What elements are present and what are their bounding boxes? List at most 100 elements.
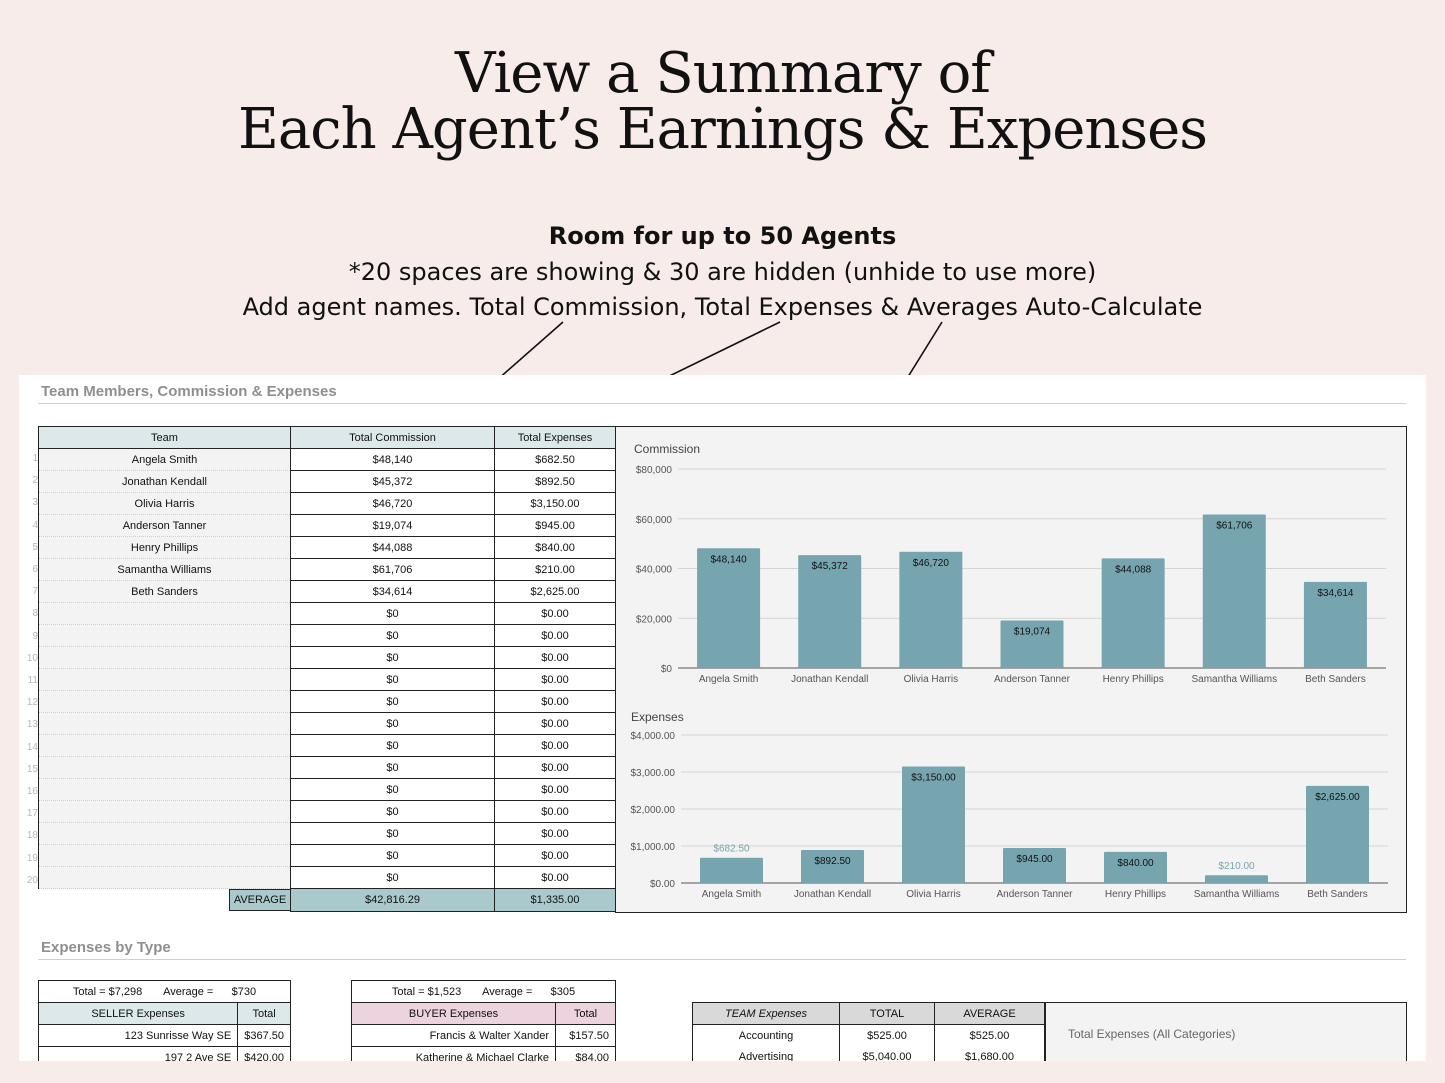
y-tick-label: $60,000: [636, 515, 673, 526]
agent-name-cell[interactable]: [38, 668, 291, 691]
team-expenses-header-total[interactable]: TOTAL: [839, 1002, 935, 1025]
average-commission[interactable]: $42,816.29: [290, 888, 495, 912]
team-row: Henry Phillips $44,088 $840.00: [38, 536, 616, 559]
agent-name-cell[interactable]: [38, 712, 291, 735]
team-expenses-header-label[interactable]: TEAM Expenses: [692, 1002, 840, 1025]
commission-cell[interactable]: $0: [290, 866, 495, 889]
header-total-expenses[interactable]: Total Expenses: [494, 426, 616, 449]
agent-name-cell[interactable]: [38, 690, 291, 713]
team-row: Samantha Williams $61,706 $210.00: [38, 558, 616, 581]
commission-cell[interactable]: $0: [290, 602, 495, 625]
expenses-cell[interactable]: $0.00: [494, 844, 616, 867]
commission-cell[interactable]: $0: [290, 690, 495, 713]
header-team[interactable]: Team: [38, 426, 291, 449]
commission-cell[interactable]: $44,088: [290, 536, 495, 559]
expenses-cell[interactable]: $0.00: [494, 866, 616, 889]
buyer-row-name[interactable]: Francis & Walter Xander: [351, 1024, 556, 1047]
commission-cell[interactable]: $46,720: [290, 492, 495, 515]
expenses-cell[interactable]: $0.00: [494, 712, 616, 735]
commission-cell[interactable]: $48,140: [290, 448, 495, 471]
commission-cell[interactable]: $34,614: [290, 580, 495, 603]
buyer-row-value[interactable]: $157.50: [555, 1024, 616, 1047]
agent-name-cell[interactable]: [38, 756, 291, 779]
agent-name-cell[interactable]: Anderson Tanner: [38, 514, 291, 537]
expenses-cell[interactable]: $0.00: [494, 646, 616, 669]
agent-name-cell[interactable]: [38, 844, 291, 867]
agent-name-cell[interactable]: [38, 734, 291, 757]
commission-cell[interactable]: $0: [290, 624, 495, 647]
agent-name-cell[interactable]: [38, 822, 291, 845]
total-expenses-chart-panel: Total Expenses (All Categories): [1045, 1002, 1407, 1061]
buyer-row-value[interactable]: $84.00: [555, 1046, 616, 1061]
seller-row-value[interactable]: $420.00: [237, 1046, 291, 1061]
seller-row-name[interactable]: 123 Sunrisse Way SE: [37, 1024, 239, 1047]
row-number: 8: [32, 608, 38, 620]
agent-name-cell[interactable]: [38, 624, 291, 647]
commission-cell[interactable]: $0: [290, 712, 495, 735]
header-total-commission[interactable]: Total Commission: [290, 426, 495, 449]
buyer-row-name[interactable]: Katherine & Michael Clarke: [351, 1046, 556, 1061]
average-expenses[interactable]: $1,335.00: [494, 888, 616, 912]
expenses-cell[interactable]: $0.00: [494, 822, 616, 845]
seller-row-value[interactable]: $367.50: [237, 1024, 291, 1047]
seller-header-total[interactable]: Total: [237, 1002, 291, 1025]
commission-cell[interactable]: $0: [290, 668, 495, 691]
team-expenses-header-average[interactable]: AVERAGE: [934, 1002, 1045, 1025]
expenses-cell[interactable]: $0.00: [494, 602, 616, 625]
expenses-cell[interactable]: $0.00: [494, 756, 616, 779]
team-expenses-row-total[interactable]: $525.00: [839, 1024, 935, 1047]
expenses-cell[interactable]: $682.50: [494, 448, 616, 471]
section-title-team: Team Members, Commission & Expenses: [41, 383, 337, 400]
agent-name-cell[interactable]: [38, 866, 291, 889]
expenses-cell[interactable]: $0.00: [494, 624, 616, 647]
commission-cell[interactable]: $45,372: [290, 470, 495, 493]
team-expenses-row-avg[interactable]: $525.00: [934, 1024, 1045, 1047]
buyer-header-total[interactable]: Total: [555, 1002, 616, 1025]
team-expenses-row-name[interactable]: Advertising: [692, 1046, 840, 1061]
buyer-header-label[interactable]: BUYER Expenses: [351, 1002, 556, 1025]
expenses-cell[interactable]: $0.00: [494, 690, 616, 713]
commission-cell[interactable]: $0: [290, 734, 495, 757]
commission-cell[interactable]: $61,706: [290, 558, 495, 581]
team-row: $0 $0.00: [38, 866, 616, 889]
agent-name-cell[interactable]: [38, 778, 291, 801]
expenses-cell[interactable]: $840.00: [494, 536, 616, 559]
agent-name-cell[interactable]: Samantha Williams: [38, 558, 291, 581]
agent-name-cell[interactable]: [38, 602, 291, 625]
expenses-cell[interactable]: $3,150.00: [494, 492, 616, 515]
agent-name-cell[interactable]: Beth Sanders: [38, 580, 291, 603]
expenses-cell[interactable]: $0.00: [494, 734, 616, 757]
expenses-cell[interactable]: $0.00: [494, 778, 616, 801]
charts-svg: Commission $0 $20,000 $40,000 $60,000 $80,000…: [631, 442, 1388, 900]
expenses-cell[interactable]: $210.00: [494, 558, 616, 581]
y-tick-label: $0: [661, 664, 673, 675]
category-label: Angela Smith: [699, 674, 758, 685]
commission-cell[interactable]: $0: [290, 756, 495, 779]
expenses-cell[interactable]: $945.00: [494, 514, 616, 537]
commission-cell[interactable]: $0: [290, 778, 495, 801]
team-expenses-row-total[interactable]: $5,040.00: [839, 1046, 935, 1061]
expenses-cell[interactable]: $0.00: [494, 668, 616, 691]
seller-row: 123 Sunrisse Way SE $367.50: [37, 1024, 291, 1047]
expenses-cell[interactable]: $2,625.00: [494, 580, 616, 603]
team-expenses-row-avg[interactable]: $1,680.00: [934, 1046, 1045, 1061]
commission-cell[interactable]: $0: [290, 646, 495, 669]
y-tick-label: $40,000: [636, 565, 673, 576]
expenses-cell[interactable]: $0.00: [494, 800, 616, 823]
commission-cell[interactable]: $0: [290, 844, 495, 867]
commission-cell[interactable]: $0: [290, 800, 495, 823]
row-number: 12: [26, 697, 38, 709]
agent-name-cell[interactable]: Henry Phillips: [38, 536, 291, 559]
seller-row-name[interactable]: 197 2 Ave SE: [37, 1046, 239, 1061]
agent-name-cell[interactable]: [38, 646, 291, 669]
expenses-cell[interactable]: $892.50: [494, 470, 616, 493]
team-expenses-row-name[interactable]: Accounting: [692, 1024, 840, 1047]
commission-cell[interactable]: $0: [290, 822, 495, 845]
agent-name-cell[interactable]: Angela Smith: [38, 448, 291, 471]
agent-name-cell[interactable]: [38, 800, 291, 823]
agent-name-cell[interactable]: Olivia Harris: [38, 492, 291, 515]
category-label: Samantha Williams: [1194, 889, 1280, 900]
seller-header-label[interactable]: SELLER Expenses: [37, 1002, 239, 1025]
agent-name-cell[interactable]: Jonathan Kendall: [38, 470, 291, 493]
commission-cell[interactable]: $19,074: [290, 514, 495, 537]
